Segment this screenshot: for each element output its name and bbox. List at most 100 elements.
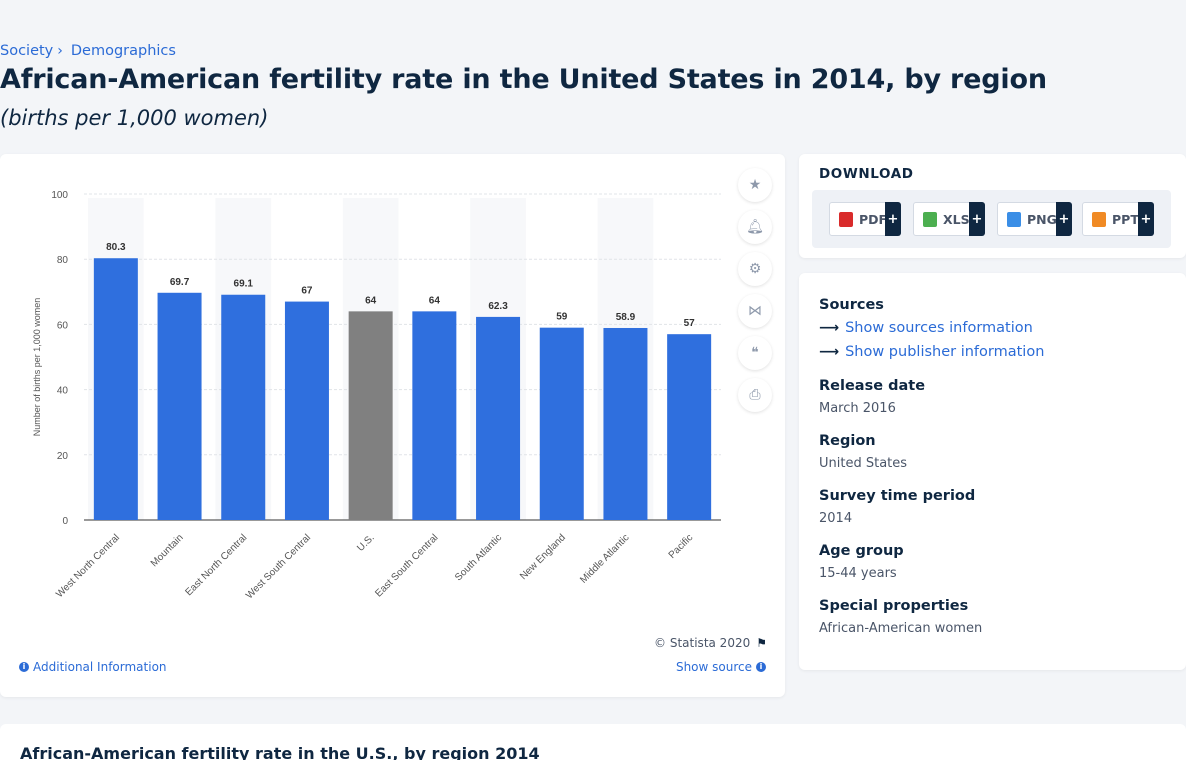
- additional-information-label: Additional Information: [33, 660, 167, 674]
- arrow-right-icon: ⟶: [819, 320, 839, 336]
- download-png-label: PNG: [1027, 212, 1057, 227]
- download-ppt-label: PPT: [1112, 212, 1139, 227]
- show-publisher-label: Show publisher information: [845, 344, 1044, 360]
- y-tick-label: 60: [57, 320, 69, 331]
- x-tick-label: West South Central: [244, 532, 313, 601]
- flag-icon[interactable]: ⚑: [756, 636, 767, 650]
- data-label: 67: [301, 286, 313, 297]
- special-properties-value: African-American women: [819, 621, 982, 636]
- bar: [221, 295, 265, 520]
- bar: [285, 302, 329, 520]
- print-icon[interactable]: ⎙: [738, 378, 772, 412]
- region-value: United States: [819, 456, 907, 471]
- y-tick-label: 100: [51, 190, 68, 201]
- related-statistic-card: African-American fertility rate in the U…: [0, 724, 1186, 760]
- plus-icon: +: [1056, 202, 1072, 236]
- plus-icon: +: [1138, 202, 1154, 236]
- settings-gear-icon[interactable]: ⚙: [738, 252, 772, 286]
- data-label: 58.9: [616, 312, 636, 323]
- x-tick-label: East North Central: [183, 532, 249, 598]
- x-tick-label: Mountain: [149, 532, 186, 569]
- info-icon: i: [19, 662, 29, 672]
- plus-icon: +: [885, 202, 901, 236]
- download-card: DOWNLOAD PDF + XLS + PNG + PPT +: [799, 154, 1186, 258]
- related-statistic-title[interactable]: African-American fertility rate in the U…: [20, 744, 540, 760]
- bar: [476, 317, 520, 520]
- page-subtitle: (births per 1,000 women): [0, 106, 268, 130]
- download-xls-button[interactable]: XLS +: [913, 202, 985, 236]
- data-label: 80.3: [106, 242, 126, 253]
- copyright-text: © Statista 2020: [654, 636, 750, 650]
- plus-icon: +: [969, 202, 985, 236]
- y-tick-label: 40: [57, 386, 69, 397]
- statistic-info-card: Sources ⟶ Show sources information ⟶ Sho…: [799, 273, 1186, 670]
- pdf-file-icon: [839, 212, 853, 227]
- download-pdf-button[interactable]: PDF +: [829, 202, 901, 236]
- region-label: Region: [819, 433, 876, 449]
- breadcrumb-separator: ›: [57, 43, 63, 59]
- breadcrumb-demographics[interactable]: Demographics: [71, 43, 176, 59]
- chart-tools: ★ 🔔︎ ⚙ ⋈ ❝ ⎙: [738, 168, 772, 412]
- age-group-value: 15-44 years: [819, 566, 897, 581]
- x-tick-label: Pacific: [667, 532, 696, 561]
- arrow-right-icon: ⟶: [819, 344, 839, 360]
- data-label: 59: [556, 312, 568, 323]
- download-ppt-button[interactable]: PPT +: [1082, 202, 1154, 236]
- bar: [412, 311, 456, 520]
- bar: [540, 328, 584, 520]
- additional-information-link[interactable]: i Additional Information: [19, 660, 167, 674]
- notification-bell-icon[interactable]: 🔔︎: [738, 210, 772, 244]
- sources-label: Sources: [819, 297, 884, 313]
- bar: [94, 258, 138, 520]
- png-file-icon: [1007, 212, 1021, 227]
- download-xls-label: XLS: [943, 212, 970, 227]
- chart-card: 0 20 40 60 80 100 Number of births per 1,000 w…: [0, 154, 785, 697]
- download-title: DOWNLOAD: [819, 166, 914, 182]
- show-source-link[interactable]: Show source i: [676, 660, 766, 674]
- y-tick-label: 0: [62, 516, 68, 527]
- breadcrumb-society[interactable]: Society: [0, 43, 53, 59]
- data-label: 64: [365, 295, 377, 306]
- x-tick-label: South Atlantic: [453, 532, 504, 583]
- info-icon: i: [756, 662, 766, 672]
- show-sources-label: Show sources information: [845, 320, 1033, 336]
- bar: [349, 311, 393, 520]
- favorite-star-icon[interactable]: ★: [738, 168, 772, 202]
- data-label: 57: [684, 318, 696, 329]
- y-tick-label: 20: [57, 451, 69, 462]
- download-pdf-label: PDF: [859, 212, 887, 227]
- show-publisher-link[interactable]: ⟶ Show publisher information: [819, 344, 1044, 360]
- y-axis-label: Number of births per 1,000 women: [32, 298, 42, 437]
- download-png-button[interactable]: PNG +: [997, 202, 1072, 236]
- x-tick-label: U.S.: [355, 532, 377, 554]
- x-tick-label: New England: [518, 532, 568, 582]
- page-title: African-American fertility rate in the U…: [0, 64, 1047, 95]
- special-properties-label: Special properties: [819, 598, 968, 614]
- share-icon[interactable]: ⋈: [738, 294, 772, 328]
- chart-copyright: © Statista 2020 ⚑: [654, 636, 767, 650]
- breadcrumb: Society › Demographics: [0, 43, 176, 59]
- ppt-file-icon: [1092, 212, 1106, 227]
- release-date-value: March 2016: [819, 401, 896, 416]
- bar: [667, 334, 711, 520]
- x-tick-label: Middle Atlantic: [578, 532, 631, 585]
- citation-quote-icon[interactable]: ❝: [738, 336, 772, 370]
- xls-file-icon: [923, 212, 937, 227]
- data-label: 69.7: [170, 277, 190, 288]
- bar: [158, 293, 202, 520]
- survey-period-label: Survey time period: [819, 488, 975, 504]
- show-source-label: Show source: [676, 660, 752, 674]
- x-tick-label: East South Central: [373, 532, 440, 599]
- survey-period-value: 2014: [819, 511, 852, 526]
- age-group-label: Age group: [819, 543, 904, 559]
- top-bar: [0, 0, 1186, 40]
- download-buttons: PDF + XLS + PNG + PPT +: [812, 190, 1171, 248]
- data-label: 64: [429, 295, 441, 306]
- x-tick-label: West North Central: [54, 532, 122, 600]
- data-label: 62.3: [488, 301, 508, 312]
- show-sources-link[interactable]: ⟶ Show sources information: [819, 320, 1033, 336]
- release-date-label: Release date: [819, 378, 925, 394]
- y-tick-label: 80: [57, 255, 69, 266]
- bar: [603, 328, 647, 520]
- data-label: 69.1: [234, 279, 254, 290]
